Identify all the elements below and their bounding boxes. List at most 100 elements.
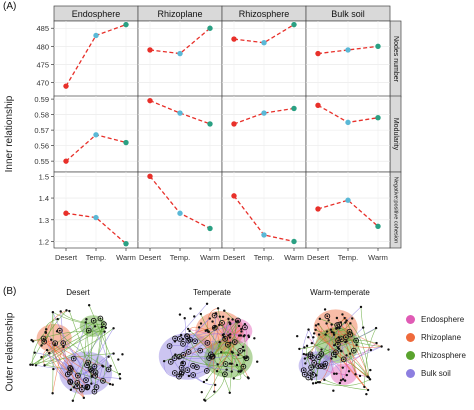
network-node [305,353,308,356]
network-node [84,362,90,369]
network-node [330,330,334,334]
network-node [93,390,96,393]
network-edge [310,331,332,357]
legend-swatch [406,368,415,378]
data-point [261,40,267,46]
network-node [222,335,228,342]
network-node [224,373,226,376]
network-node [240,330,243,333]
network-node [79,386,85,393]
network-edge [169,303,208,347]
network-node [235,363,239,367]
network-node [368,378,372,381]
network-node [348,330,351,333]
facet-column-label: Rhizosphere [239,9,290,19]
network-edge [339,355,348,384]
network-edge [169,345,190,377]
network-edge [299,331,350,350]
network-node [86,364,88,367]
network-node [34,364,38,367]
network-node [41,338,48,345]
legend-swatch [406,314,415,324]
network-node [353,337,359,344]
network-node [326,315,329,318]
network-edge [213,327,249,379]
network-node [29,363,32,366]
y-tick-label: 475 [36,60,49,69]
network-node [197,326,201,329]
network-node [314,381,318,385]
network-node [101,365,105,368]
network-node [332,372,336,375]
network-node [234,320,238,323]
network-edge [315,349,322,384]
network-node [203,368,210,374]
network-node [222,371,228,378]
network-node [244,326,246,329]
network-node [312,357,314,359]
network-node [314,324,318,327]
network-node [239,370,242,373]
network-edge [233,371,242,380]
network-node [91,363,98,370]
network-node [213,314,216,317]
network-node [335,326,339,330]
network-node [253,337,256,340]
network-node [174,337,176,340]
network-node [344,340,347,344]
network-node [181,361,184,365]
y-tick-label: 1.2 [39,237,49,246]
network-node [236,320,240,323]
network-node [76,382,79,384]
network-node [233,341,236,343]
data-point [123,21,129,28]
legend-label: Bulk soil [421,368,451,378]
network-node [195,366,198,369]
data-point [147,97,153,104]
network-node [224,337,227,340]
network-node [237,348,244,354]
network-node [101,321,107,328]
series-line [233,24,295,44]
network-node [341,313,344,316]
network-edge [54,345,71,383]
panel-b-label: (B) [3,286,17,297]
series-line [149,27,211,55]
network-edge [188,351,241,372]
network-edge [77,356,109,376]
network-node [318,381,322,384]
network-node [62,342,65,345]
network-node [91,388,98,395]
x-tick-label: Temp. [254,253,274,262]
data-point [177,110,183,116]
network-node [186,369,189,372]
network-node [168,345,171,347]
x-tick-label: Desert [139,253,162,262]
network-edge [308,337,343,368]
network-node [112,327,115,330]
x-tick-label: Desert [307,253,330,262]
network-node [324,333,327,336]
network-title: Desert [66,288,90,297]
network-node [211,312,218,319]
network-node [71,399,75,402]
network-node [332,344,336,347]
series-line [317,45,379,55]
network-node [68,366,74,372]
network-node [179,333,183,337]
network-node [194,364,200,371]
network-edge [30,310,67,365]
network-node [208,317,212,320]
network-node [75,372,81,379]
network-node [54,342,57,345]
network-node [48,351,51,355]
network-node [68,309,71,313]
network-node [192,374,195,376]
data-point [345,197,351,203]
network-edge [182,318,211,355]
network-node [343,316,346,320]
data-point [315,50,321,57]
network-node [312,374,315,376]
network-node [121,353,124,356]
network-node [72,386,76,389]
